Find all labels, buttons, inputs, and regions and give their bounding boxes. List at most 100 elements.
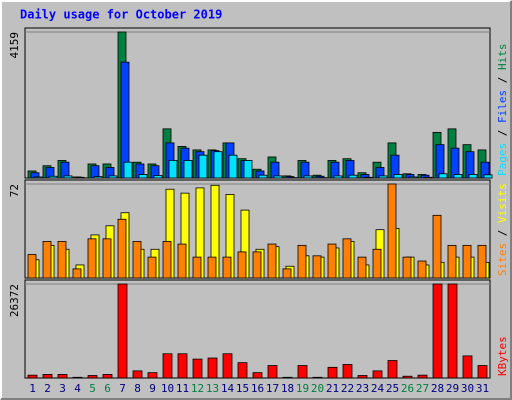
bar	[237, 251, 247, 279]
bar	[102, 238, 112, 279]
bar	[477, 365, 488, 379]
bar	[333, 175, 343, 179]
bar	[222, 353, 233, 379]
x-tick-label: 1	[29, 382, 36, 395]
bar	[393, 174, 403, 179]
bar	[357, 375, 368, 379]
bar	[168, 160, 178, 179]
bar	[357, 256, 367, 279]
x-tick-label: 16	[251, 382, 264, 395]
x-tick-label: 10	[161, 382, 174, 395]
y-tick-label: 72	[8, 184, 21, 197]
bar	[48, 175, 58, 179]
bar	[432, 214, 442, 279]
x-tick-label: 14	[221, 382, 235, 395]
bar	[207, 256, 217, 279]
bar	[483, 174, 493, 179]
x-tick-label: 2	[44, 382, 51, 395]
bar	[147, 372, 158, 379]
bar	[222, 256, 232, 279]
bar	[312, 255, 322, 279]
x-tick-label: 25	[386, 382, 399, 395]
x-tick-label: 3	[59, 382, 66, 395]
bar	[132, 370, 143, 379]
bar	[468, 174, 478, 179]
bar	[273, 175, 283, 179]
bar	[42, 374, 53, 379]
bar	[117, 218, 127, 279]
bar	[267, 243, 277, 279]
bar	[162, 353, 173, 379]
legend-entry: Pages	[496, 143, 509, 176]
bar	[183, 160, 193, 179]
bar	[87, 375, 98, 379]
bar	[153, 175, 163, 179]
legend-entry: KBytes	[496, 336, 509, 376]
x-tick-label: 5	[89, 382, 96, 395]
legend: Sites / Visits	[496, 183, 509, 276]
legend-entry: Sites	[496, 243, 509, 276]
legend-entry: Hits	[496, 44, 509, 71]
x-tick-label: 28	[431, 382, 444, 395]
x-tick-label: 23	[356, 382, 369, 395]
x-tick-label: 18	[281, 382, 294, 395]
bar	[27, 374, 38, 379]
bar	[312, 376, 323, 379]
bar	[117, 283, 128, 379]
bar	[417, 260, 427, 279]
bar	[228, 154, 238, 179]
bar	[252, 251, 262, 279]
bar	[303, 175, 313, 179]
bar	[282, 268, 292, 279]
bar	[447, 244, 457, 279]
bar	[93, 176, 103, 179]
bar	[408, 176, 418, 179]
bar	[297, 365, 308, 379]
x-tick-label: 12	[191, 382, 204, 395]
bar	[378, 175, 388, 179]
legend-entry: Files	[496, 90, 509, 123]
plot-area	[24, 27, 491, 179]
bar	[108, 175, 118, 179]
x-tick-label: 29	[446, 382, 459, 395]
bar	[363, 176, 373, 179]
bar	[177, 353, 188, 379]
bar	[435, 144, 445, 179]
bar	[450, 147, 460, 179]
bar	[327, 243, 337, 279]
bar	[42, 241, 52, 279]
bar	[162, 241, 172, 279]
x-tick-label: 13	[206, 382, 219, 395]
bar	[72, 268, 82, 279]
bar	[387, 360, 398, 379]
bar	[90, 165, 100, 179]
bar	[372, 248, 382, 279]
bar	[57, 374, 68, 379]
bar	[462, 355, 473, 379]
legend: Pages / Files / Hits	[496, 44, 509, 177]
bar	[372, 370, 383, 379]
bar	[342, 364, 353, 379]
bar	[327, 366, 338, 379]
bar	[342, 238, 352, 279]
bar	[132, 241, 142, 279]
x-tick-label: 8	[134, 382, 141, 395]
bar	[237, 362, 248, 379]
x-tick-label: 22	[341, 382, 354, 395]
bar	[477, 244, 487, 279]
bar	[207, 357, 218, 379]
bar	[213, 151, 223, 179]
x-tick-label: 31	[476, 382, 489, 395]
x-tick-label: 26	[401, 382, 414, 395]
bar	[423, 176, 433, 179]
x-tick-label: 11	[176, 382, 189, 395]
y-tick-label: 4159	[8, 32, 21, 59]
x-tick-label: 27	[416, 382, 429, 395]
bar	[348, 174, 358, 179]
x-tick-label: 24	[371, 382, 385, 395]
bar	[138, 174, 148, 179]
bar	[120, 61, 130, 179]
